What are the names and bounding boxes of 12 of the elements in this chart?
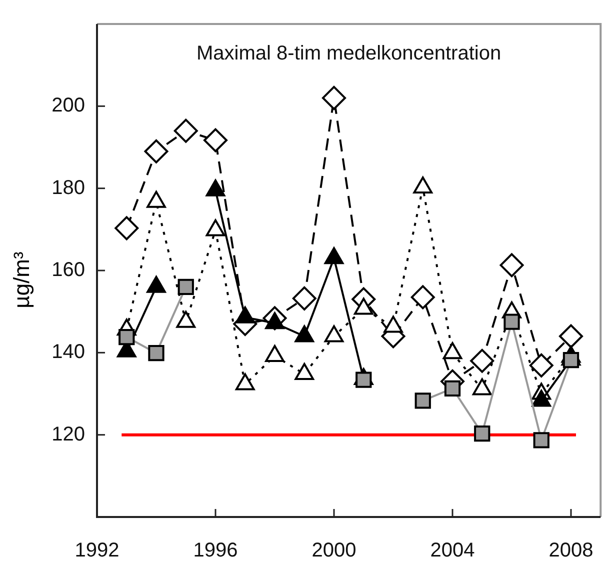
y-axis-title: µg/m³ — [9, 252, 35, 308]
x-tick-label: 1992 — [74, 540, 120, 562]
y-tick-label: 180 — [52, 176, 85, 199]
x-tick-label: 1996 — [193, 540, 238, 562]
y-tick-label: 200 — [52, 94, 85, 117]
text: Maximal 8-tim medelkoncentration — [196, 42, 502, 65]
y-tick-label: 140 — [52, 341, 85, 364]
x-tick-label: 2008 — [548, 540, 594, 562]
y-tick-label: 160 — [52, 259, 85, 282]
x-tick-label: 2004 — [430, 540, 475, 562]
x-tick-label: 2000 — [312, 540, 356, 562]
y-tick-label: 120 — [52, 423, 85, 446]
